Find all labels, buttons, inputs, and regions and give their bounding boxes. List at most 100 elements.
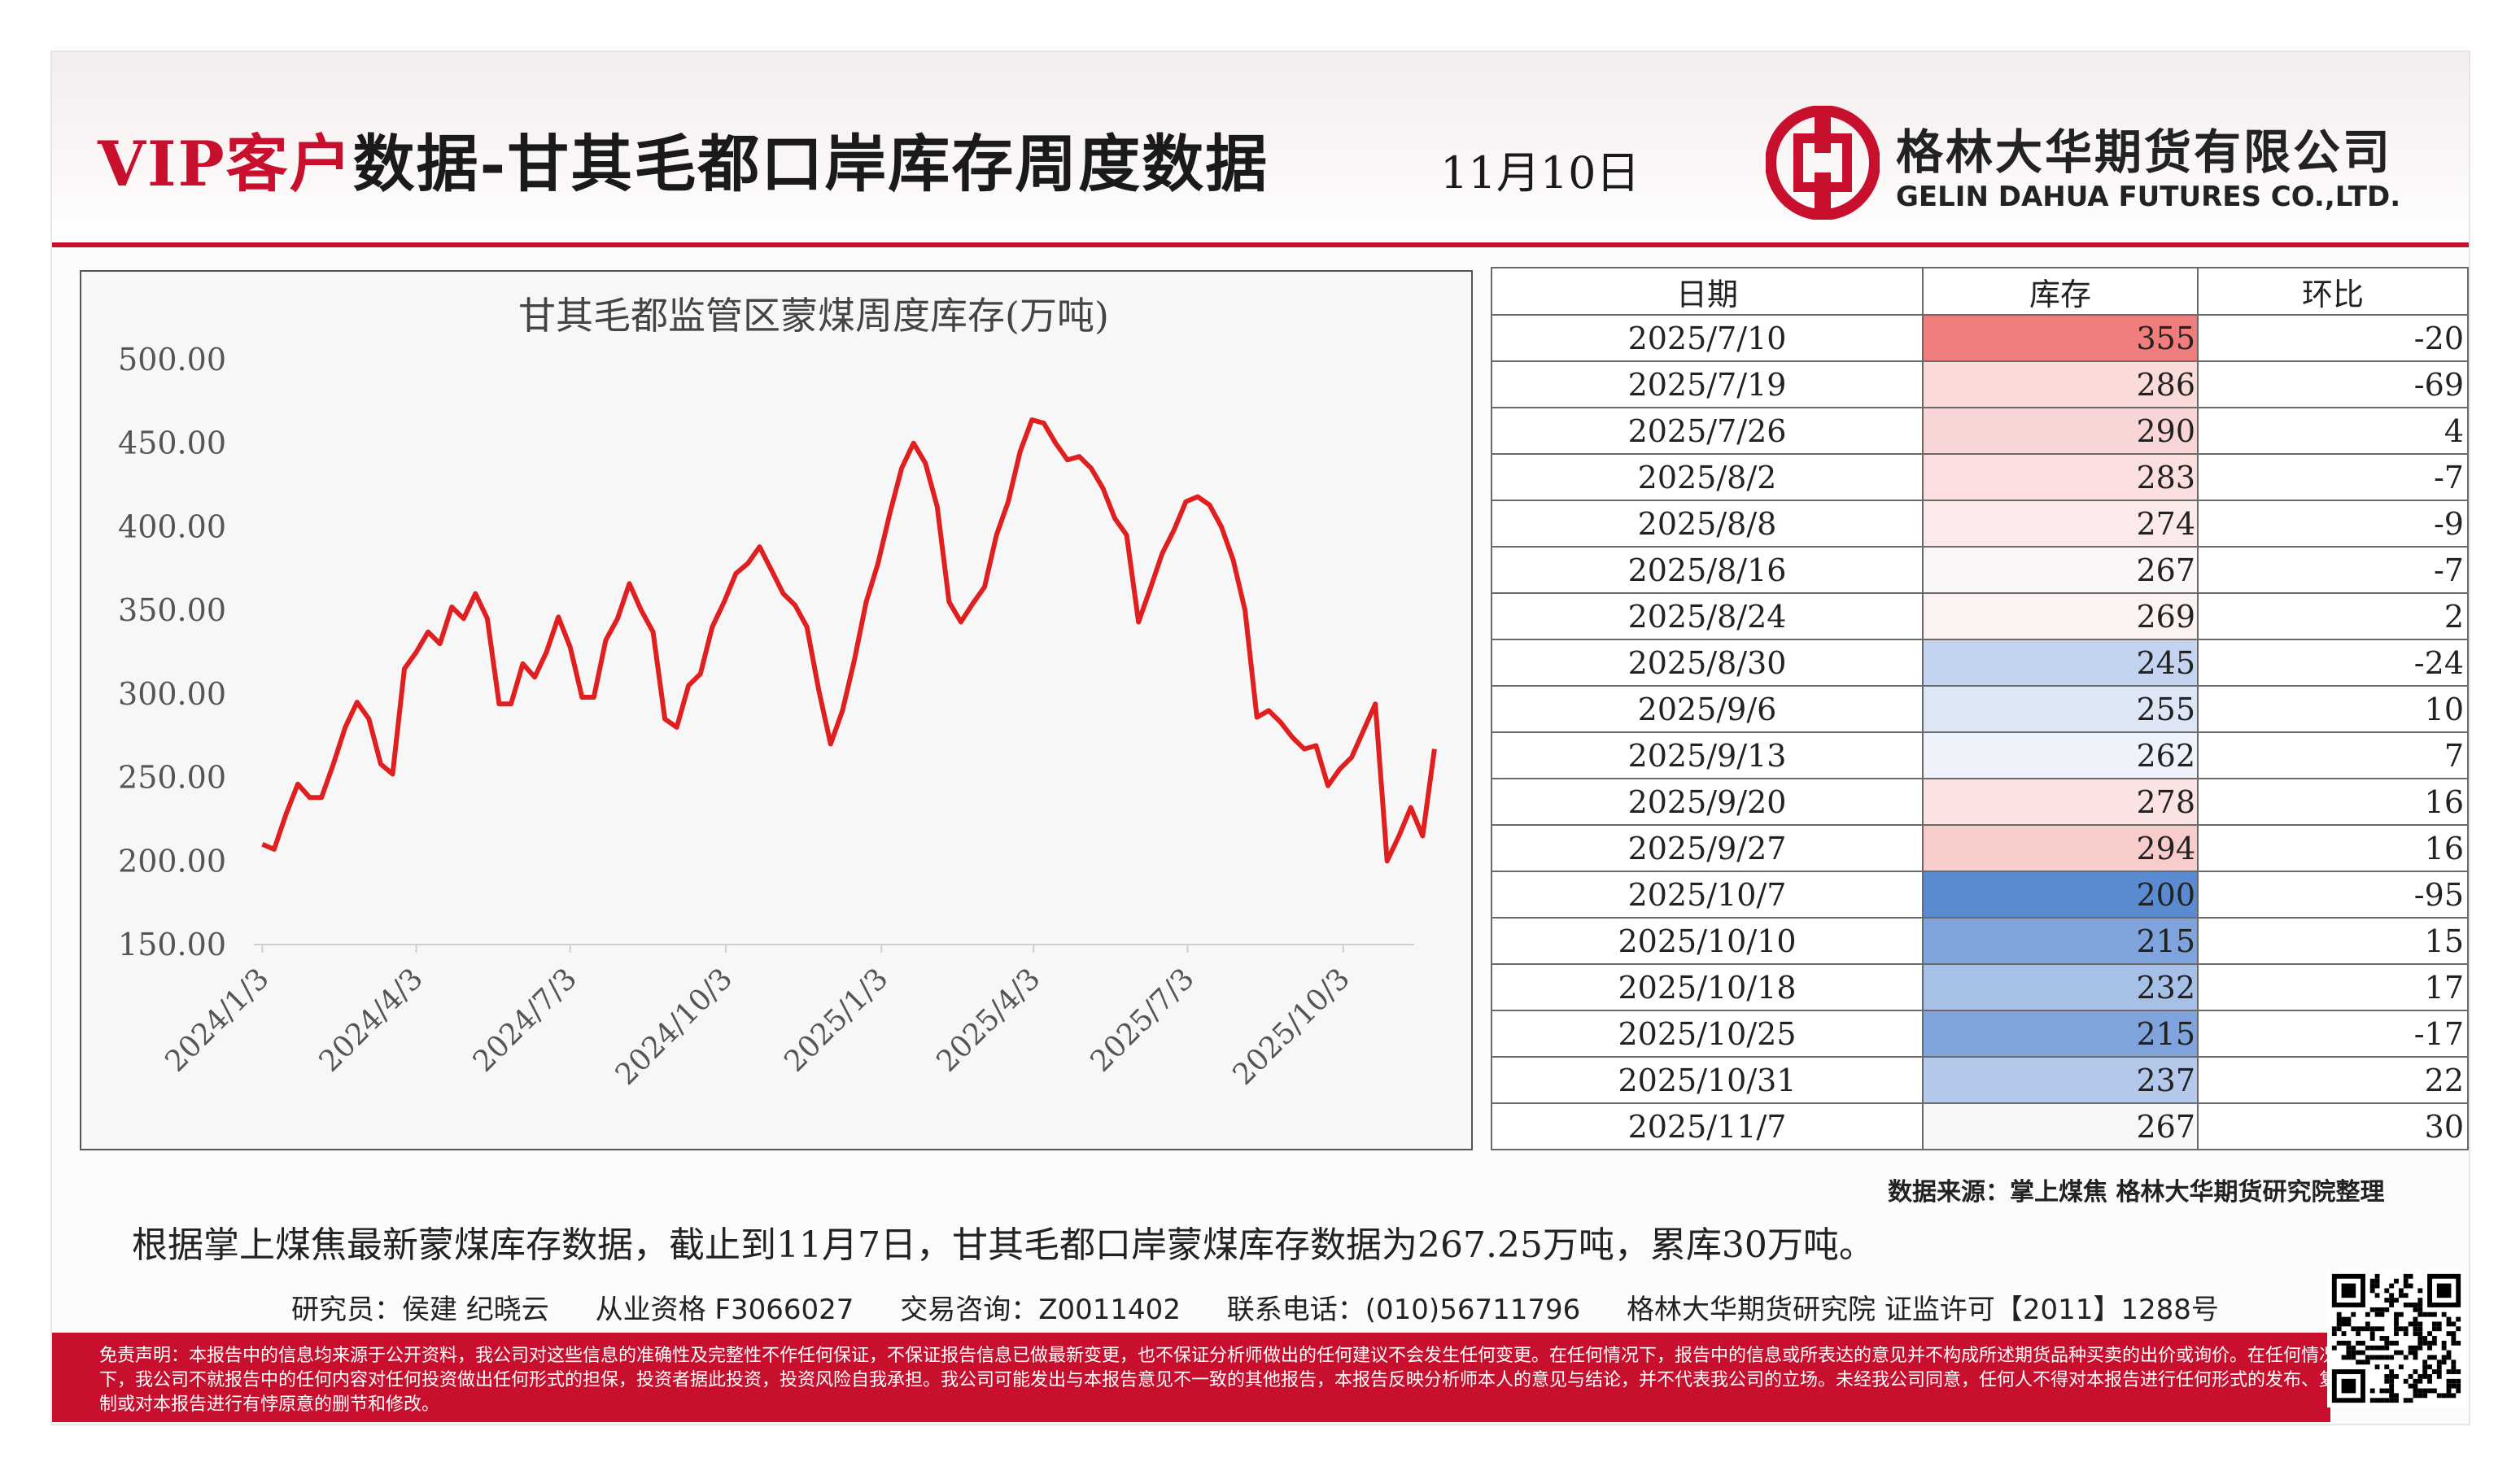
cell-date: 2025/10/7: [1491, 871, 1924, 919]
cell-change: 7: [2197, 731, 2469, 779]
series-line: [261, 417, 1437, 864]
company-name-cn: 格林大华期货有限公司: [1896, 124, 2393, 180]
table-row: 2025/9/13 262 7: [1491, 731, 2469, 779]
table-row: 2025/10/31 237 22: [1491, 1056, 2469, 1104]
cell-date: 2025/8/16: [1491, 546, 1924, 594]
table-row: 2025/8/16 267 -7: [1491, 546, 2469, 594]
summary-text: 根据掌上煤焦最新蒙煤库存数据，截止到11月7日，甘其毛都口岸蒙煤库存数据为267…: [132, 1224, 1875, 1266]
cell-date: 2025/9/13: [1491, 731, 1924, 779]
x-axis-ticks: 2024/1/3 2024/4/3 2024/7/3 2024/10/3 2025/1/…: [159, 945, 1356, 1092]
cell-change: 4: [2197, 407, 2469, 455]
title-main: 数据-甘其毛都口岸库存周度数据: [352, 128, 1269, 200]
table-row: 2025/7/19 286 -69: [1491, 360, 2469, 408]
cell-change: 15: [2197, 917, 2469, 965]
cell-inventory: 262: [1922, 731, 2199, 779]
cell-date: 2025/8/8: [1491, 500, 1924, 548]
chart-panel: 甘其毛都监管区蒙煤周度库存(万吨) 500.00 450.00 400.00 350.…: [80, 270, 1473, 1150]
series-group: [261, 417, 1437, 864]
x-tick-label: 2025/1/3: [778, 962, 894, 1078]
y-axis-ticks: 500.00 450.00 400.00 350.00 300.00 250.00 200.…: [118, 342, 226, 962]
table-row: 2025/8/8 274 -9: [1491, 500, 2469, 548]
table-row: 2025/11/7 267 30: [1491, 1102, 2469, 1150]
cell-inventory: 283: [1922, 453, 2199, 501]
cell-date: 2025/10/25: [1491, 1010, 1924, 1058]
header-rule: [52, 242, 2469, 247]
inventory-table: 日期 库存 环比 2025/7/10 355 -20 2025/7/19 286 -69 2…: [1491, 267, 2469, 1150]
footer-phone: 联系电话：(010)56711796: [1226, 1294, 1581, 1326]
cell-inventory: 200: [1922, 871, 2199, 919]
cell-inventory: 215: [1922, 1010, 2199, 1058]
footer-consult: 交易咨询：Z0011402: [900, 1294, 1181, 1326]
x-tick-label: 2024/4/3: [313, 962, 430, 1078]
table-header-row: 日期 库存 环比: [1491, 267, 2469, 316]
table-row: 2025/9/20 278 16: [1491, 778, 2469, 826]
cell-date: 2025/9/27: [1491, 824, 1924, 872]
cell-date: 2025/7/26: [1491, 407, 1924, 455]
report-date: 11月10日: [1440, 147, 1640, 199]
x-tick-label: 2024/10/3: [609, 962, 740, 1092]
company-name-en: GELIN DAHUA FUTURES CO.,LTD.: [1896, 181, 2401, 213]
y-tick-label: 450.00: [118, 426, 226, 461]
cell-date: 2025/10/10: [1491, 917, 1924, 965]
table-row: 2025/7/26 290 4: [1491, 407, 2469, 455]
cell-inventory: 267: [1922, 546, 2199, 594]
inventory-line-chart: 甘其毛都监管区蒙煤周度库存(万吨) 500.00 450.00 400.00 350.…: [118, 294, 1437, 1092]
cell-change: -7: [2197, 453, 2469, 501]
cell-inventory: 294: [1922, 824, 2199, 872]
header-inventory: 库存: [1922, 267, 2199, 316]
x-tick-label: 2024/1/3: [159, 962, 275, 1078]
cell-change: 16: [2197, 824, 2469, 872]
cell-change: -17: [2197, 1010, 2469, 1058]
footer-researcher: 研究员：侯建 纪晓云: [291, 1294, 549, 1326]
cell-change: -7: [2197, 546, 2469, 594]
y-tick-label: 200.00: [118, 843, 226, 879]
footer-info: 研究员：侯建 纪晓云 从业资格 F3066027 交易咨询：Z0011402 联…: [291, 1287, 2256, 1327]
title-vip: VIP客户: [98, 128, 353, 200]
cell-date: 2025/9/20: [1491, 778, 1924, 826]
cell-date: 2025/7/19: [1491, 360, 1924, 408]
footer-license: 从业资格 F3066027: [595, 1294, 854, 1326]
cell-change: 2: [2197, 592, 2469, 640]
cell-date: 2025/8/24: [1491, 592, 1924, 640]
cell-inventory: 274: [1922, 500, 2199, 548]
cell-inventory: 232: [1922, 963, 2199, 1011]
table-row: 2025/8/2 283 -7: [1491, 453, 2469, 501]
table-row: 2025/10/25 215 -17: [1491, 1010, 2469, 1058]
disclaimer-band: 免责声明：本报告中的信息均来源于公开资料，我公司对这些信息的准确性及完整性不作任…: [52, 1333, 2337, 1422]
cell-change: -20: [2197, 314, 2469, 362]
x-tick-label: 2025/7/3: [1084, 962, 1200, 1078]
table-row: 2025/9/6 255 10: [1491, 685, 2469, 733]
cell-inventory: 237: [1922, 1056, 2199, 1104]
cell-change: -9: [2197, 500, 2469, 548]
cell-change: -95: [2197, 871, 2469, 919]
cell-inventory: 290: [1922, 407, 2199, 455]
cell-inventory: 245: [1922, 639, 2199, 687]
cell-date: 2025/7/10: [1491, 314, 1924, 362]
header-date: 日期: [1491, 267, 1924, 316]
y-tick-label: 250.00: [118, 760, 226, 796]
cell-inventory: 355: [1922, 314, 2199, 362]
table-row: 2025/10/10 215 15: [1491, 917, 2469, 965]
disclaimer-text: 免责声明：本报告中的信息均来源于公开资料，我公司对这些信息的准确性及完整性不作任…: [99, 1346, 2338, 1415]
cell-change: 10: [2197, 685, 2469, 733]
table-row: 2025/9/27 294 16: [1491, 824, 2469, 872]
cell-change: 16: [2197, 778, 2469, 826]
table-row: 2025/7/10 355 -20: [1491, 314, 2469, 362]
cell-inventory: 215: [1922, 917, 2199, 965]
inventory-table-panel: 日期 库存 环比 2025/7/10 355 -20 2025/7/19 286 -69 2…: [1491, 267, 2469, 1150]
cell-date: 2025/8/2: [1491, 453, 1924, 501]
x-tick-label: 2025/4/3: [930, 962, 1046, 1078]
cell-date: 2025/9/6: [1491, 685, 1924, 733]
footer-institute: 格林大华期货研究院 证监许可【2011】1288号: [1627, 1294, 2219, 1326]
cell-change: -69: [2197, 360, 2469, 408]
table-row: 2025/8/30 245 -24: [1491, 639, 2469, 687]
cell-inventory: 267: [1922, 1102, 2199, 1150]
cell-inventory: 269: [1922, 592, 2199, 640]
table-row: 2025/10/7 200 -95: [1491, 871, 2469, 919]
y-tick-label: 300.00: [118, 676, 226, 712]
cell-inventory: 278: [1922, 778, 2199, 826]
x-tick-label: 2025/10/3: [1227, 962, 1357, 1092]
cell-date: 2025/10/18: [1491, 963, 1924, 1011]
cell-inventory: 286: [1922, 360, 2199, 408]
cell-date: 2025/8/30: [1491, 639, 1924, 687]
